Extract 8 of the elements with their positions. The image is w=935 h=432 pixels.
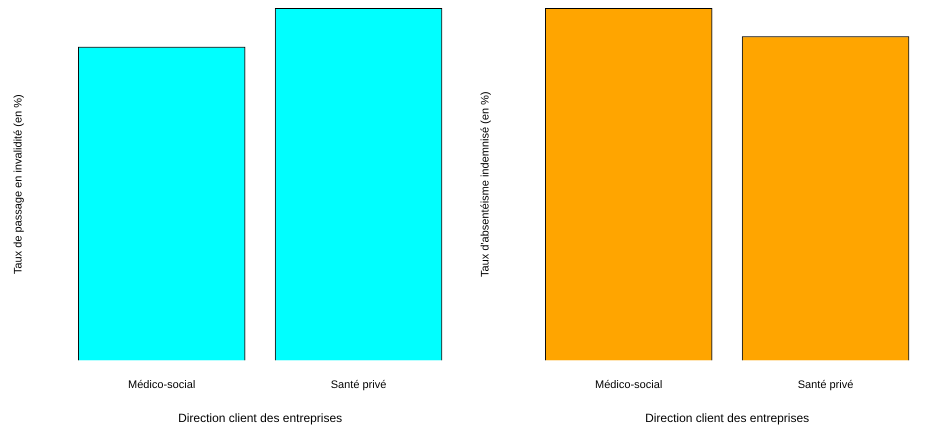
x-axis-title: Direction client des entreprises [645,411,810,426]
x-tick-label: Médico-social [595,379,662,392]
x-tick-label: Santé privé [798,379,854,392]
x-tick-label: Santé privé [330,379,386,392]
y-axis-title: Taux de passage en invalidité (en %) [12,94,25,274]
x-tick-label: Médico-social [128,379,196,392]
x-axis-title: Direction client des entreprises [178,411,342,426]
y-axis-title: Taux d'absentéisme indemnisé (en %) [480,91,492,277]
